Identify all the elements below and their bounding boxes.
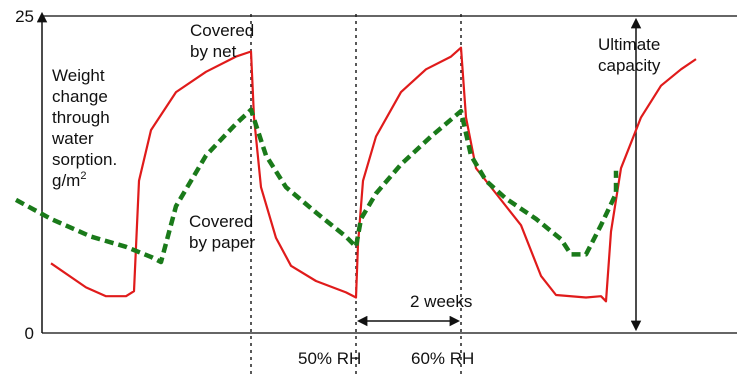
annotation-covered-by-net-1: Covered: [190, 21, 254, 40]
y-tick-label-0: 0: [25, 324, 34, 343]
series-layer: [14, 46, 697, 303]
ylabel-line-2: change: [52, 87, 108, 106]
annotation-covered-by-paper-2: by paper: [189, 233, 255, 252]
annotation-covered-by-net-2: by net: [190, 42, 237, 61]
ylabel-line-4: water: [51, 129, 94, 148]
series-line-net-solid: [50, 46, 697, 303]
y-axis-label: Weight change through water sorption. g/…: [51, 66, 117, 190]
ylabel-line-6: g/m2: [52, 170, 86, 190]
annotation-ultimate-capacity-2: capacity: [598, 56, 661, 75]
series-line-paper-dashed: [14, 107, 619, 265]
ylabel-superscript: 2: [80, 170, 86, 182]
period-dividers: [250, 14, 462, 376]
ylabel-unit: g/m: [52, 171, 80, 190]
ylabel-line-3: through: [52, 108, 110, 127]
annotation-ultimate-capacity-1: Ultimate: [598, 35, 660, 54]
ylabel-line-5: sorption.: [52, 150, 117, 169]
annotation-60-rh: 60% RH: [411, 349, 474, 368]
annotation-two-weeks: 2 weeks: [410, 292, 472, 311]
annotation-50-rh: 50% RH: [298, 349, 361, 368]
y-tick-label-25: 25: [15, 7, 34, 26]
annotation-covered-by-paper-1: Covered: [189, 212, 253, 231]
ylabel-line-1: Weight: [52, 66, 105, 85]
